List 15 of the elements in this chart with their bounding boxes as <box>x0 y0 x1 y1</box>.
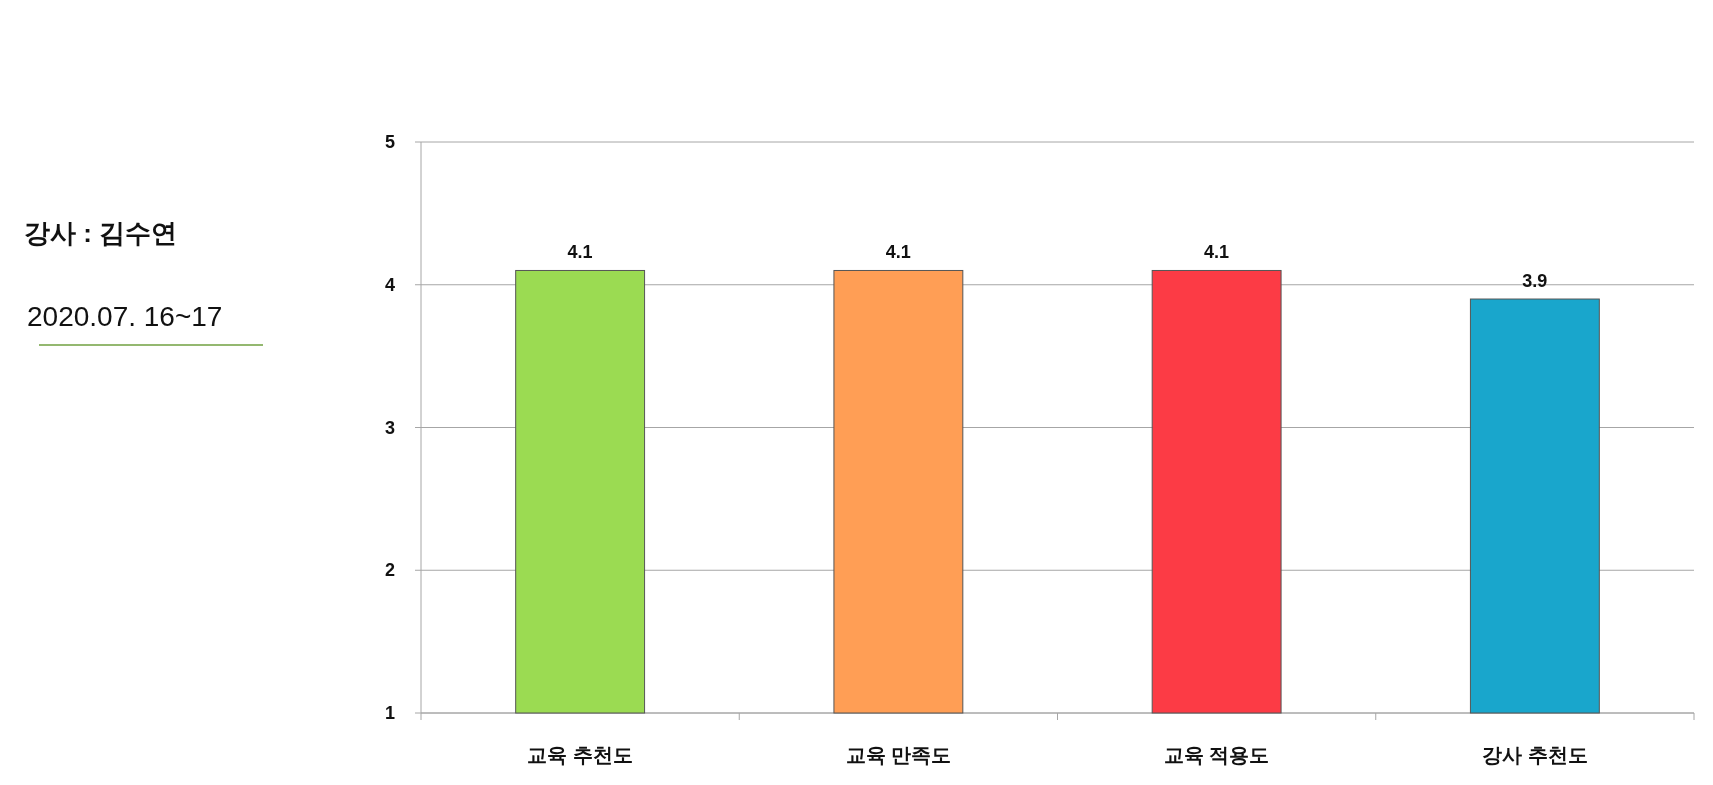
y-tick-label: 4 <box>384 274 395 295</box>
y-tick-label: 1 <box>384 703 395 723</box>
data-label: 4.1 <box>567 242 593 263</box>
data-label: 3.9 <box>1522 271 1548 292</box>
x-tick-label: 강사 추천도 <box>1482 744 1588 766</box>
y-tick-label: 2 <box>384 560 395 581</box>
y-tick-label: 3 <box>384 417 395 438</box>
text: 강사 : 김수연 <box>24 218 178 248</box>
x-tick-label: 교육 추천도 <box>527 744 633 766</box>
x-tick-label: 교육 만족도 <box>845 744 952 766</box>
x-tick-label: 교육 적용도 <box>1163 744 1270 766</box>
data-label: 4.1 <box>1204 242 1230 263</box>
y-tick-label: 5 <box>384 132 395 152</box>
data-label: 4.1 <box>885 242 911 263</box>
text: 2020.07. 16~17 <box>27 301 223 332</box>
